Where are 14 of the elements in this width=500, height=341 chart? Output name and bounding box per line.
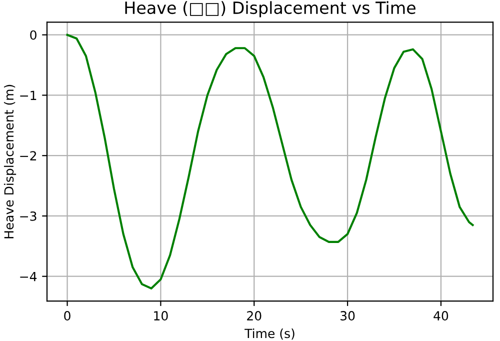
y-tick-label: −2	[20, 151, 36, 160]
x-tick-label: 10	[154, 311, 168, 320]
y-tick-label: −4	[20, 272, 37, 282]
y-axis-title: Heave Displacement (m)	[4, 84, 16, 238]
x-axis-title: Time (s)	[244, 328, 294, 340]
line-series	[66, 34, 474, 290]
y-tick-label: 0	[30, 30, 36, 40]
x-tick-label: 30	[340, 311, 355, 320]
x-tick-label: 40	[434, 311, 448, 320]
chart-title: Heave (□□) Displacement vs Time	[125, 1, 416, 18]
y-tick-label: −1	[20, 90, 36, 100]
x-tick-label: 20	[247, 311, 262, 320]
y-tick-label: −3	[20, 211, 36, 221]
x-tick-label: 0	[64, 311, 70, 320]
